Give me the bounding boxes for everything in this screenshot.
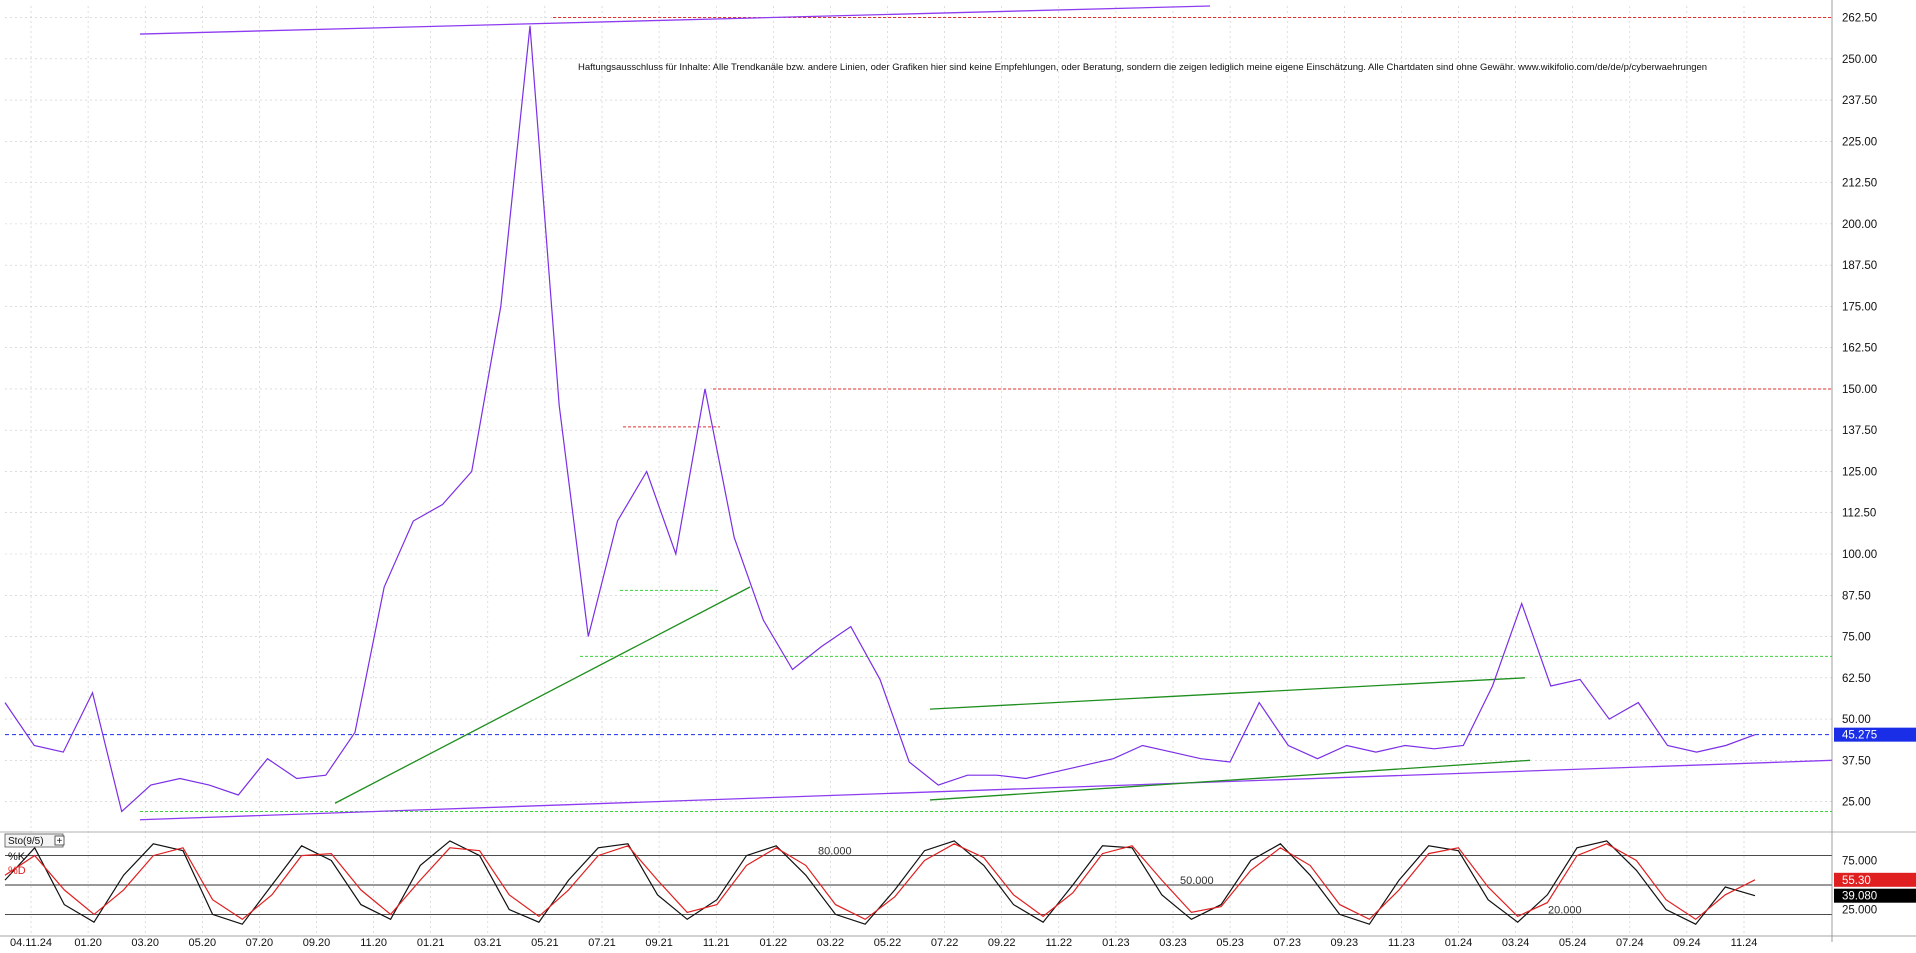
d-legend: %D	[8, 865, 26, 877]
x-axis: 04.11.24 01.20 03.20 05.20 07.20 09.20 11.20 01…	[0, 832, 1916, 948]
stoch-d-line	[5, 844, 1755, 920]
y-tick-label: 25.00	[1842, 797, 1871, 809]
stoch-k-value: 39.080	[1842, 891, 1877, 903]
x-tick-label: 01.20	[74, 937, 102, 948]
y-tick-label: 125.00	[1842, 466, 1877, 478]
x-tick-label: 07.20	[246, 937, 274, 948]
y-tick-label: 237.50	[1842, 95, 1877, 107]
y-tick-label: 212.50	[1842, 178, 1877, 190]
x-tick-label: 07.21	[588, 937, 616, 948]
stoch-tick-label: 75.000	[1842, 856, 1877, 868]
x-tick-label: 09.23	[1331, 937, 1359, 948]
x-tick-label: 11.22	[1045, 937, 1072, 948]
y-axis: 25.00 37.50 50.00 62.50 75.00 87.50 100.00 112.…	[1832, 0, 1877, 942]
x-tick-label: 05.23	[1216, 937, 1244, 948]
x-tick-label: 07.24	[1616, 937, 1644, 948]
x-tick-label: 01.22	[760, 937, 788, 948]
stoch-d-value: 55.30	[1842, 875, 1871, 887]
upper-trendline	[140, 6, 1210, 34]
y-tick-label: 37.50	[1842, 755, 1871, 767]
x-tick-label: 05.24	[1559, 937, 1587, 948]
x-tick-label: 03.24	[1502, 937, 1530, 948]
x-tick-label: 09.21	[645, 937, 673, 948]
x-tick-label: 11.21	[703, 937, 730, 948]
x-tick-label: 11.23	[1388, 937, 1415, 948]
horizontal-levels: 45.275	[5, 18, 1916, 812]
y-tick-label: 187.50	[1842, 260, 1877, 272]
price-layer	[5, 26, 1755, 812]
trendlines	[140, 6, 1832, 820]
stoch-layer	[5, 841, 1755, 924]
disclaimer-text: Haftungsausschluss für Inhalte: Alle Tre…	[578, 62, 1707, 73]
stoch-level-label: 80.000	[818, 846, 852, 858]
x-tick-label: 09.20	[303, 937, 331, 948]
stoch-y-axis: 25.000 75.000 55.30 39.080	[1834, 856, 1916, 917]
y-tick-label: 100.00	[1842, 549, 1877, 561]
y-tick-label: 75.00	[1842, 632, 1871, 644]
x-tick-label: 03.22	[817, 937, 845, 948]
x-tick-label: 05.22	[874, 937, 902, 948]
x-tick-label: 03.20	[131, 937, 159, 948]
y-tick-label: 50.00	[1842, 714, 1871, 726]
y-tick-label: 112.50	[1842, 508, 1876, 520]
x-tick-label: 03.23	[1159, 937, 1187, 948]
y-tick-label: 137.50	[1842, 425, 1877, 437]
green-trendline	[335, 587, 750, 803]
y-tick-label: 262.50	[1842, 13, 1877, 25]
indicator-title: Sto(9/5)	[8, 836, 44, 847]
stoch-grid: 80.000 50.000 20.000	[5, 846, 1832, 917]
y-tick-label: 200.00	[1842, 219, 1877, 231]
y-tick-label: 162.50	[1842, 343, 1877, 355]
x-tick-label: 01.24	[1445, 937, 1473, 948]
x-tick-label: 11.24	[1731, 937, 1758, 948]
stoch-level-label: 50.000	[1180, 875, 1214, 887]
stoch-tick-label: 25.000	[1842, 905, 1877, 917]
y-tick-label: 225.00	[1842, 136, 1877, 148]
stoch-k-line	[5, 841, 1755, 924]
x-tick-label: 05.21	[531, 937, 559, 948]
green-trendline	[930, 678, 1525, 709]
x-tick-label: 01.21	[417, 937, 445, 948]
svg-text:+: +	[57, 836, 63, 847]
x-tick-label: 07.23	[1273, 937, 1301, 948]
x-tick-label: 01.23	[1102, 937, 1130, 948]
x-tick-label: 09.22	[988, 937, 1016, 948]
k-legend: %K	[8, 851, 26, 863]
y-tick-label: 175.00	[1842, 301, 1877, 313]
lower-trendline	[140, 760, 1832, 819]
y-tick-label: 62.50	[1842, 673, 1871, 685]
x-tick-label: 11.20	[360, 937, 387, 948]
x-tick-label: 03.21	[474, 937, 502, 948]
current-price-label: 45.275	[1842, 730, 1877, 742]
y-tick-label: 250.00	[1842, 54, 1877, 66]
x-tick-label: 07.22	[931, 937, 959, 948]
y-tick-label: 150.00	[1842, 384, 1877, 396]
stoch-level-label: 20.000	[1548, 904, 1582, 916]
x-tick-label: 05.20	[189, 937, 217, 948]
main-grid	[5, 6, 1832, 934]
x-tick-label: 04.11.24	[10, 937, 52, 948]
price-line	[5, 26, 1755, 812]
y-tick-label: 87.50	[1842, 590, 1871, 602]
x-tick-label: 09.24	[1673, 937, 1701, 948]
